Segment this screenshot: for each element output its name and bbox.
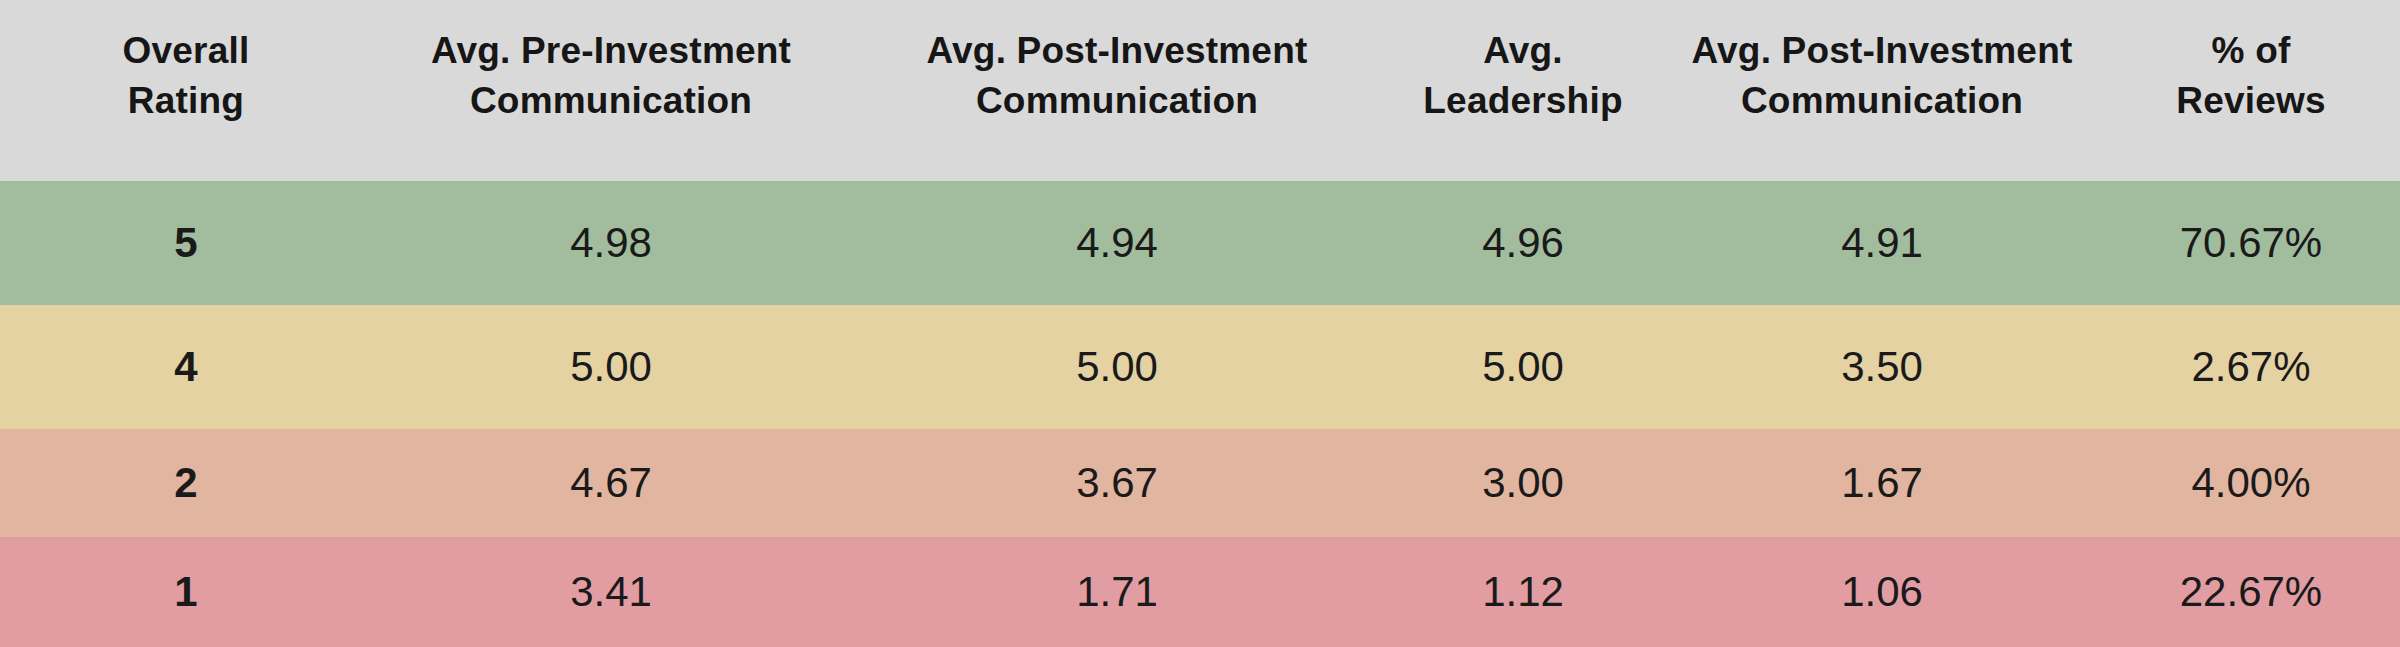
cell-pre-investment-communication: 4.67 — [372, 429, 850, 537]
table-row-rating-4: 4 5.00 5.00 5.00 3.50 2.67% — [0, 305, 2400, 429]
table-row-rating-5: 5 4.98 4.94 4.96 4.91 70.67% — [0, 181, 2400, 305]
cell-post-investment-communication: 3.67 — [850, 429, 1384, 537]
cell-post-investment-communication-2: 4.91 — [1662, 181, 2102, 305]
cell-rating: 2 — [0, 429, 372, 537]
cell-post-investment-communication-2: 1.06 — [1662, 537, 2102, 647]
cell-rating: 4 — [0, 305, 372, 429]
table-row-rating-1: 1 3.41 1.71 1.12 1.06 22.67% — [0, 537, 2400, 647]
cell-pre-investment-communication: 3.41 — [372, 537, 850, 647]
cell-pre-investment-communication: 5.00 — [372, 305, 850, 429]
cell-leadership: 5.00 — [1384, 305, 1662, 429]
cell-post-investment-communication: 5.00 — [850, 305, 1384, 429]
cell-post-investment-communication-2: 1.67 — [1662, 429, 2102, 537]
cell-post-investment-communication: 1.71 — [850, 537, 1384, 647]
cell-pre-investment-communication: 4.98 — [372, 181, 850, 305]
header-avg-pre-investment-communication: Avg. Pre-Investment Communication — [372, 0, 850, 181]
ratings-summary-table: Overall Rating Avg. Pre-Investment Commu… — [0, 0, 2400, 647]
cell-pct-of-reviews: 4.00% — [2102, 429, 2400, 537]
header-avg-post-investment-communication: Avg. Post-Investment Communication — [850, 0, 1384, 181]
header-overall-rating: Overall Rating — [0, 0, 372, 181]
cell-pct-of-reviews: 70.67% — [2102, 181, 2400, 305]
header-avg-post-investment-communication-2: Avg. Post-Investment Communication — [1662, 0, 2102, 181]
table-row-rating-2: 2 4.67 3.67 3.00 1.67 4.00% — [0, 429, 2400, 537]
header-avg-leadership: Avg. Leadership — [1384, 0, 1662, 181]
cell-post-investment-communication-2: 3.50 — [1662, 305, 2102, 429]
table-header-row: Overall Rating Avg. Pre-Investment Commu… — [0, 0, 2400, 181]
cell-leadership: 4.96 — [1384, 181, 1662, 305]
header-pct-of-reviews: % of Reviews — [2102, 0, 2400, 181]
cell-pct-of-reviews: 22.67% — [2102, 537, 2400, 647]
cell-pct-of-reviews: 2.67% — [2102, 305, 2400, 429]
cell-rating: 1 — [0, 537, 372, 647]
cell-post-investment-communication: 4.94 — [850, 181, 1384, 305]
cell-leadership: 1.12 — [1384, 537, 1662, 647]
cell-leadership: 3.00 — [1384, 429, 1662, 537]
cell-rating: 5 — [0, 181, 372, 305]
